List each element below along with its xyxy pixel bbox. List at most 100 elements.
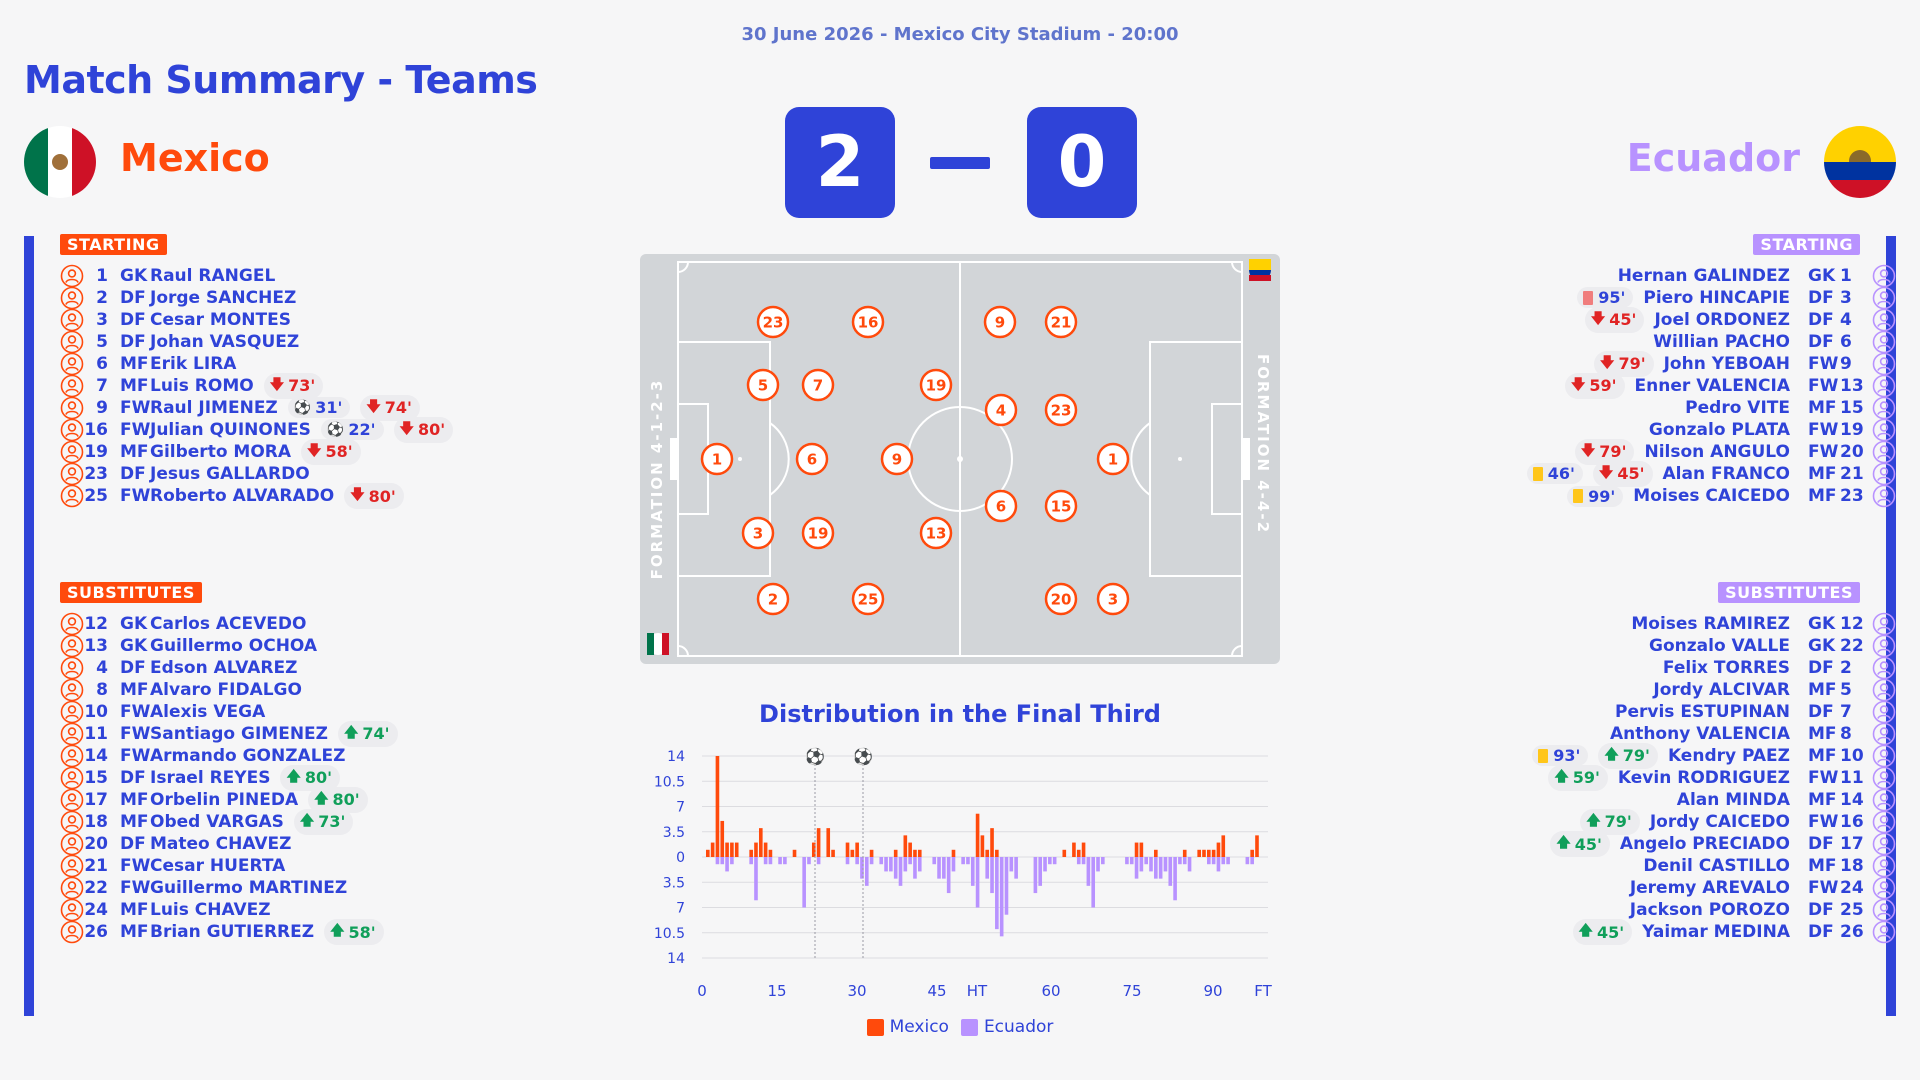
player-row[interactable]: 18 MF Obed VARGAS 🡅 73' [60,808,354,835]
player-row[interactable]: 14 FW Armando GONZALEZ [60,742,345,769]
player-position: GK [1808,635,1836,656]
player-number: 2 [96,287,108,308]
player-row[interactable]: 7 MF Luis ROMO 🡇 73' [60,372,324,399]
player-row[interactable]: 🡇 59' Enner VALENCIA FW 13 [1564,372,1896,399]
player-row[interactable]: 3 DF Cesar MONTES [60,306,291,333]
player-row[interactable]: 26 MF Brian GUTIERREZ 🡅 58' [60,919,384,946]
x-tick-label: 15 [767,982,786,1000]
player-row[interactable]: 8 MF Alvaro FIDALGO [60,676,302,703]
player-row[interactable]: 20 DF Mateo CHAVEZ [60,831,291,858]
player-row[interactable]: 2 DF Jorge SANCHEZ [60,284,296,311]
player-row[interactable]: 95' Piero HINCAPIE DF 3 [1577,284,1896,311]
player-row[interactable]: 99' Moises CAICEDO MF 23 [1567,483,1896,510]
player-row[interactable]: 🡇 45' Joel ORDONEZ DF 4 [1584,306,1896,333]
player-row[interactable]: 93' 🡅 79' Kendry PAEZ MF 10 [1532,742,1896,769]
mexico-bar [1076,849,1081,857]
football-icon: ⚽ [293,399,312,416]
player-row[interactable]: 22 FW Guillermo MARTINEZ [60,875,347,902]
player-row[interactable]: 23 DF Jesus GALLARDO [60,460,310,487]
player-row[interactable]: Jackson POROZO DF 25 [1630,897,1896,924]
player-row[interactable]: 6 MF Erik LIRA [60,350,236,377]
ecuador-bar [1250,857,1254,865]
ecuador-bar [1178,857,1182,865]
y-tick-label: 14 [667,749,685,765]
player-row[interactable]: Willian PACHO DF 6 [1653,328,1896,355]
sub-off-event: 🡇 80' [344,483,404,509]
player-name: Gilberto MORA [150,441,292,462]
player-number: 11 [1840,767,1864,788]
ecuador-bar [990,857,994,894]
player-name: Brian GUTIERREZ [150,922,315,943]
player-icon [60,656,84,679]
player-row[interactable]: 5 DF Johan VASQUEZ [60,328,299,355]
pitch-player-marker: 3 [1096,582,1130,616]
player-row[interactable]: 16 FW Julian QUINONES ⚽ 22' 🡇 80' [60,416,454,443]
player-number: 4 [1840,309,1852,330]
player-icon [1872,678,1896,701]
player-row[interactable]: Gonzalo VALLE GK 22 [1649,632,1896,659]
mexico-bar [951,849,956,857]
player-row[interactable]: 17 MF Orbelin PINEDA 🡅 80' [60,786,368,813]
yellow-card-icon [1532,466,1543,481]
player-row[interactable]: 10 FW Alexis VEGA [60,698,265,725]
ecuador-bar [749,857,753,865]
player-row[interactable]: Jordy ALCIVAR MF 5 [1653,676,1896,703]
pitch-player-number: 13 [926,525,947,543]
player-position: FW [120,723,151,744]
player-row[interactable]: Jeremy AREVALO FW 24 [1630,875,1896,902]
player-number: 26 [84,922,108,943]
player-row[interactable]: Felix TORRES DF 2 [1663,654,1896,681]
player-row[interactable]: 12 GK Carlos ACEVEDO [60,610,306,637]
player-row[interactable]: 4 DF Edson ALVAREZ [60,654,297,681]
player-name: Raul JIMENEZ [150,397,278,418]
player-row[interactable]: 19 MF Gilberto MORA 🡇 58' [60,438,361,465]
player-number: 8 [96,679,108,700]
red-card-icon [1583,290,1594,305]
player-icon [60,722,84,746]
x-tick-label: 90 [1203,982,1222,1000]
player-icon [60,832,84,856]
player-icon [1872,286,1896,309]
player-row[interactable]: 11 FW Santiago GIMENEZ 🡅 74' [60,720,398,747]
player-number: 3 [96,309,108,330]
player-row[interactable]: Anthony VALENCIA MF 8 [1610,720,1896,747]
player-row[interactable]: Denil CASTILLO MF 18 [1643,853,1896,880]
ecuador-bar [1216,857,1221,872]
mexico-bar [763,842,768,857]
player-row[interactable]: 9 FW Raul JIMENEZ ⚽ 31' 🡇 74' [60,394,420,421]
player-icon [1872,352,1896,375]
player-row[interactable]: 25 FW Roberto ALVARADO 🡇 80' [60,483,404,510]
player-icon [60,352,84,375]
player-row[interactable]: 🡅 79' Jordy CAICEDO FW 16 [1580,808,1896,835]
mexico-bar [758,828,763,857]
arrow-up-icon: 🡅 [1586,812,1601,829]
player-row[interactable]: Hernan GALINDEZ GK 1 [1618,262,1896,289]
player-position: GK [1808,613,1836,634]
player-row[interactable]: 15 DF Israel REYES 🡅 80' [60,764,341,791]
player-row[interactable]: 🡇 79' John YEBOAH FW 9 [1594,350,1896,377]
player-row[interactable]: Pervis ESTUPINAN DF 7 [1615,698,1896,725]
player-position: DF [1808,701,1834,722]
sub-on-event: 🡅 59' [1548,764,1608,791]
player-row[interactable]: 46' 🡇 45' Alan FRANCO MF 21 [1526,460,1896,487]
sub-on-event: 🡅 58' [324,919,384,946]
player-row[interactable]: 🡅 45' Angelo PRECIADO DF 17 [1550,831,1896,858]
mexico-bar [734,842,739,857]
legend-item-ecuador: Ecuador [960,1017,1053,1037]
player-row[interactable]: Pedro VITE MF 15 [1685,394,1896,421]
player-row[interactable]: 24 MF Luis CHAVEZ [60,897,271,924]
player-row[interactable]: Gonzalo PLATA FW 19 [1649,416,1896,443]
player-row[interactable]: 1 GK Raul RANGEL [60,262,275,289]
mexico-bar [1062,849,1067,857]
player-name: Edson ALVAREZ [150,657,298,678]
player-row[interactable]: 13 GK Guillermo OCHOA [60,632,317,659]
player-row[interactable]: Alan MINDA MF 14 [1677,786,1896,813]
mexico-bar [903,835,908,857]
player-row[interactable]: 🡅 59' Kevin RODRIGUEZ FW 11 [1548,764,1896,791]
player-row[interactable]: Moises RAMIREZ GK 12 [1631,610,1896,637]
player-row[interactable]: 🡅 45' Yaimar MEDINA DF 26 [1572,919,1896,946]
player-row[interactable]: 21 FW Cesar HUERTA [60,853,285,880]
player-row[interactable]: 🡇 79' Nilson ANGULO FW 20 [1574,438,1896,465]
pitch-player-number: 7 [813,377,823,395]
arrow-up-icon: 🡅 [1556,835,1571,851]
